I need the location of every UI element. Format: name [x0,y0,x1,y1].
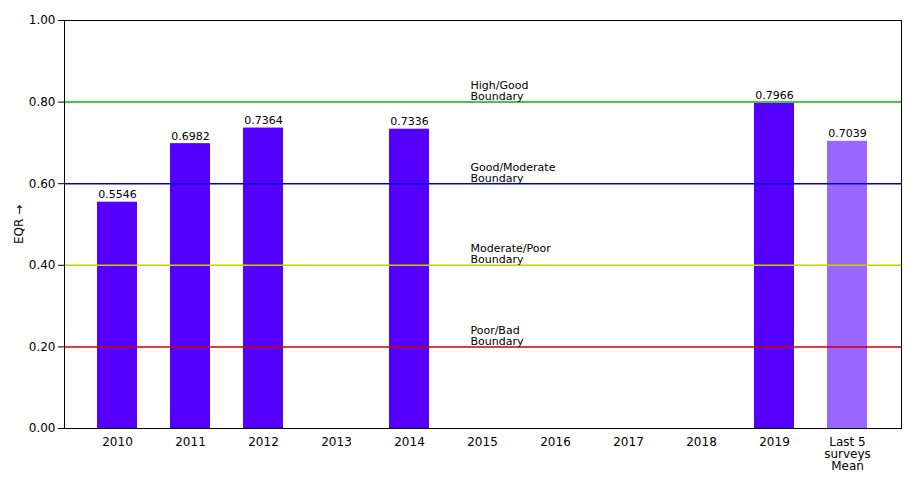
svg-text:2015: 2015 [467,435,498,449]
svg-text:2019: 2019 [759,435,790,449]
svg-text:2017: 2017 [613,435,644,449]
svg-text:High/GoodBoundary: High/GoodBoundary [470,79,528,103]
svg-text:Good/ModerateBoundary: Good/ModerateBoundary [470,161,555,185]
svg-text:0.60: 0.60 [29,177,56,191]
svg-text:0.80: 0.80 [29,95,56,109]
svg-text:2018: 2018 [686,435,717,449]
svg-text:0.7039: 0.7039 [828,127,867,140]
svg-text:2013: 2013 [321,435,352,449]
svg-text:0.7336: 0.7336 [390,115,429,128]
svg-text:Poor/BadBoundary: Poor/BadBoundary [470,324,523,348]
svg-text:0.00: 0.00 [29,421,56,435]
svg-text:0.7966: 0.7966 [755,89,794,102]
svg-text:0.7364: 0.7364 [244,114,283,127]
svg-text:0.20: 0.20 [29,340,56,354]
svg-text:2011: 2011 [175,435,206,449]
svg-text:2016: 2016 [540,435,571,449]
svg-text:0.5546: 0.5546 [98,188,137,201]
svg-text:2014: 2014 [394,435,425,449]
svg-text:0.6982: 0.6982 [171,130,210,143]
svg-text:Moderate/PoorBoundary: Moderate/PoorBoundary [470,242,551,266]
svg-text:EQR →: EQR → [12,205,26,244]
svg-text:2010: 2010 [102,435,133,449]
svg-text:2012: 2012 [248,435,279,449]
svg-text:0.40: 0.40 [29,258,56,272]
svg-text:1.00: 1.00 [29,13,56,27]
svg-text:Last 5surveysMean: Last 5surveysMean [824,435,871,473]
